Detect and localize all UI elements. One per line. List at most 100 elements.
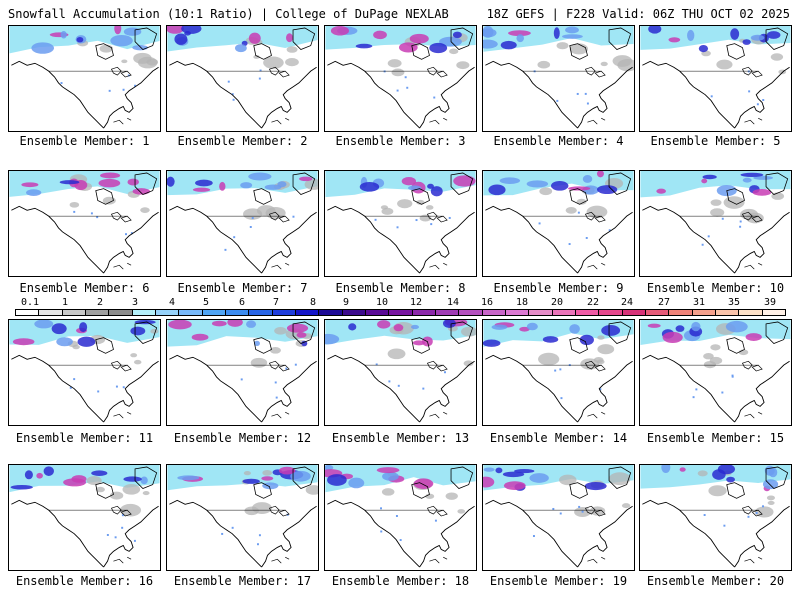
colorbar-swatch xyxy=(108,309,133,316)
colorbar-swatch xyxy=(225,309,250,316)
snowfall-map xyxy=(167,320,318,423)
ensemble-map-panel xyxy=(482,464,635,571)
ensemble-member-label: Ensemble Member: 13 xyxy=(331,431,470,445)
ensemble-map-panel xyxy=(482,319,635,426)
colorbar-tick-label: 18 xyxy=(515,297,529,308)
model-valid-time: 18Z GEFS | F228 Valid: 06Z THU OCT 02 20… xyxy=(486,7,790,21)
snowfall-map xyxy=(483,171,634,274)
ensemble-member-label: Ensemble Member: 19 xyxy=(489,574,628,588)
colorbar-tick-label: 7 xyxy=(272,297,280,308)
ensemble-map-panel xyxy=(324,464,477,571)
snowfall-map xyxy=(640,171,791,274)
colorbar-tick-label: 6 xyxy=(238,297,246,308)
ensemble-map-panel xyxy=(8,25,161,132)
colorbar-swatch xyxy=(598,309,623,316)
ensemble-member-label: Ensemble Member: 3 xyxy=(335,134,466,148)
ensemble-map-panel xyxy=(8,170,161,277)
ensemble-member-label: Ensemble Member: 9 xyxy=(493,281,624,295)
colorbar-tick-label: 22 xyxy=(586,297,600,308)
colorbar-swatch xyxy=(341,309,366,316)
ensemble-map-panel xyxy=(482,25,635,132)
colorbar-tick-label: 16 xyxy=(480,297,494,308)
snowfall-map xyxy=(167,171,318,274)
ensemble-map-panel xyxy=(639,25,792,132)
snowfall-map xyxy=(640,465,791,568)
colorbar-swatch xyxy=(38,309,63,316)
ensemble-map-panel xyxy=(324,170,477,277)
colorbar-swatch xyxy=(761,309,786,316)
colorbar-swatch xyxy=(15,309,40,316)
colorbar-swatch xyxy=(551,309,576,316)
ensemble-map-panel xyxy=(324,25,477,132)
ensemble-member-label: Ensemble Member: 12 xyxy=(173,431,312,445)
colorbar-swatch xyxy=(668,309,693,316)
colorbar-swatch xyxy=(61,309,86,316)
ensemble-map-panel xyxy=(166,25,319,132)
snowfall-map xyxy=(640,320,791,423)
colorbar-swatch xyxy=(645,309,670,316)
colorbar-tick-label: 8 xyxy=(309,297,317,308)
ensemble-member-label: Ensemble Member: 14 xyxy=(489,431,628,445)
ensemble-member-label: Ensemble Member: 17 xyxy=(173,574,312,588)
colorbar-swatch xyxy=(691,309,716,316)
ensemble-member-label: Ensemble Member: 4 xyxy=(493,134,624,148)
colorbar-tick-label: 10 xyxy=(375,297,389,308)
snowfall-colorbar xyxy=(15,309,786,317)
colorbar-swatch xyxy=(178,309,203,316)
colorbar-tick-label: 5 xyxy=(202,297,210,308)
ensemble-member-label: Ensemble Member: 20 xyxy=(646,574,785,588)
ensemble-map-panel xyxy=(482,170,635,277)
colorbar-tick-label: 14 xyxy=(446,297,460,308)
colorbar-swatch xyxy=(85,309,110,316)
colorbar-swatch xyxy=(481,309,506,316)
snowfall-map xyxy=(9,26,160,129)
ensemble-member-label: Ensemble Member: 6 xyxy=(19,281,150,295)
snowfall-map xyxy=(325,465,476,568)
colorbar-swatch xyxy=(318,309,343,316)
colorbar-tick-label: 31 xyxy=(692,297,706,308)
colorbar-tick-label: 9 xyxy=(342,297,350,308)
ensemble-map-panel xyxy=(639,170,792,277)
colorbar-swatch xyxy=(248,309,273,316)
ensemble-map-panel xyxy=(639,319,792,426)
colorbar-swatch xyxy=(388,309,413,316)
colorbar-swatch xyxy=(715,309,740,316)
colorbar-swatch xyxy=(738,309,763,316)
colorbar-tick-label: 2 xyxy=(96,297,104,308)
colorbar-tick-label: 0.1 xyxy=(20,297,40,308)
colorbar-swatch xyxy=(458,309,483,316)
colorbar-swatch xyxy=(575,309,600,316)
snowfall-map xyxy=(483,320,634,423)
ensemble-map-panel xyxy=(166,319,319,426)
snowfall-map xyxy=(640,26,791,129)
ensemble-member-label: Ensemble Member: 5 xyxy=(650,134,781,148)
ensemble-member-label: Ensemble Member: 8 xyxy=(335,281,466,295)
colorbar-swatch xyxy=(528,309,553,316)
ensemble-member-label: Ensemble Member: 15 xyxy=(646,431,785,445)
ensemble-map-panel xyxy=(166,464,319,571)
ensemble-member-label: Ensemble Member: 16 xyxy=(15,574,154,588)
colorbar-tick-label: 4 xyxy=(168,297,176,308)
colorbar-tick-label: 3 xyxy=(131,297,139,308)
snowfall-map xyxy=(9,320,160,423)
colorbar-swatch xyxy=(435,309,460,316)
ensemble-map-panel xyxy=(166,170,319,277)
colorbar-tick-label: 1 xyxy=(61,297,69,308)
colorbar-tick-label: 35 xyxy=(727,297,741,308)
colorbar-tick-label: 24 xyxy=(620,297,634,308)
snowfall-map xyxy=(325,171,476,274)
snowfall-map xyxy=(483,26,634,129)
colorbar-swatch xyxy=(155,309,180,316)
ensemble-map-panel xyxy=(639,464,792,571)
colorbar-tick-label: 27 xyxy=(657,297,671,308)
colorbar-swatch xyxy=(295,309,320,316)
ensemble-member-label: Ensemble Member: 1 xyxy=(19,134,150,148)
snowfall-map xyxy=(483,465,634,568)
colorbar-swatch xyxy=(365,309,390,316)
ensemble-member-label: Ensemble Member: 11 xyxy=(15,431,154,445)
ensemble-map-panel xyxy=(8,464,161,571)
ensemble-map-panel xyxy=(324,319,477,426)
colorbar-swatch xyxy=(131,309,156,316)
snowfall-map xyxy=(9,465,160,568)
map-title: Snowfall Accumulation (10:1 Ratio) | Col… xyxy=(8,7,449,21)
